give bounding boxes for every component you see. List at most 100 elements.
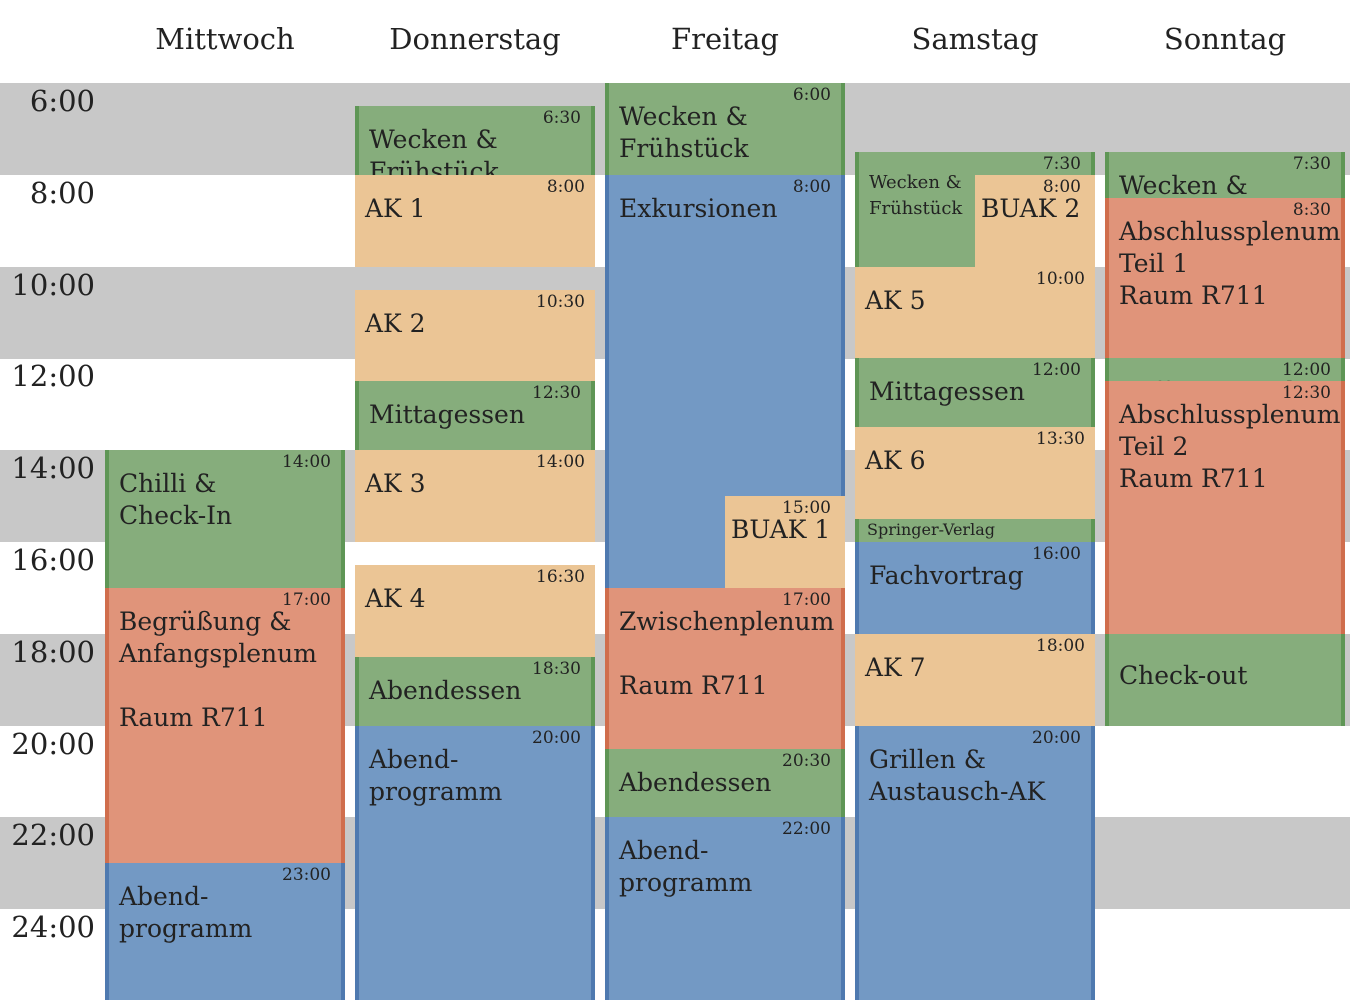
event-label: Wecken & Frühstück: [369, 124, 499, 175]
event-block[interactable]: 16:30 AK 4: [355, 564, 595, 657]
event-label: BUAK 1: [731, 515, 831, 545]
event-block[interactable]: 18:00 AK 7: [855, 633, 1095, 726]
day-header: Samstag: [911, 22, 1039, 56]
event-time: 8:00: [546, 176, 585, 197]
event-label: Exkursionen: [619, 193, 778, 223]
event-block[interactable]: 10:30 AK 2: [355, 289, 595, 382]
event-label: AK 3: [365, 469, 426, 499]
event-block[interactable]: 13:30 AK 6: [855, 427, 1095, 520]
event-block[interactable]: 20:30 Abendessen: [605, 748, 845, 818]
event-time: 8:00: [1042, 176, 1081, 197]
event-time: 16:30: [536, 566, 585, 587]
event-time: 13:30: [1036, 429, 1085, 450]
event-block[interactable]: 6:30 Wecken & Frühstück: [355, 105, 595, 175]
event-time: 8:30: [1292, 199, 1331, 220]
day-header: Freitag: [671, 22, 779, 56]
event-label: Abendessen: [619, 767, 772, 797]
event-block[interactable]: 22:00 Abend- programm: [605, 817, 845, 1000]
day-header: Donnerstag: [389, 22, 561, 56]
event-block[interactable]: 14:00 AK 3: [355, 450, 595, 542]
event-time: 6:00: [792, 85, 831, 105]
event-label: Abschlussplenum Teil 1 Raum R711: [1119, 216, 1341, 310]
event-time: 20:00: [1032, 727, 1081, 748]
event-time: 18:00: [1036, 635, 1085, 656]
time-label: 16:00: [11, 543, 95, 577]
event-label: AK 5: [865, 285, 926, 315]
event-time: 20:00: [532, 727, 581, 748]
time-label: 12:00: [11, 359, 95, 394]
event-block[interactable]: 12:00 Mittagessen: [855, 358, 1095, 428]
event-label: Kaffee & Kuchen: [1119, 376, 1333, 381]
event-time: 12:30: [1282, 383, 1331, 404]
event-block[interactable]: 23:00 Abend- programm: [105, 863, 345, 1000]
time-label: 20:00: [11, 726, 95, 761]
event-label: Wecken & Frühstück: [869, 171, 963, 219]
event-block[interactable]: 16:00 Fachvortrag: [855, 542, 1095, 634]
event-time: 15:00: [782, 498, 831, 519]
event-time: 8:00: [792, 176, 831, 197]
event-time: 22:00: [782, 819, 831, 840]
event-time: 6:30: [542, 107, 581, 128]
time-label: 18:00: [11, 634, 95, 669]
event-label: Mittagessen: [369, 400, 525, 430]
event-time: 7:30: [1042, 153, 1081, 174]
time-label: 14:00: [11, 451, 95, 486]
time-label: 6:00: [29, 84, 95, 118]
event-block[interactable]: 17:00 Zwischenplenum Raum R711: [605, 587, 845, 749]
event-label: Abend- programm: [369, 744, 503, 806]
event-label: BUAK 2: [981, 193, 1081, 223]
event-time: 14:00: [282, 452, 331, 473]
event-block[interactable]: 8:30 Abschlussplenum Teil 1 Raum R711: [1105, 197, 1345, 359]
event-block[interactable]: 17:00 Begrüßung & Anfangsplenum Raum R711: [105, 587, 345, 864]
event-block[interactable]: 20:00 Abend- programm: [355, 725, 595, 1000]
event-label: AK 1: [365, 193, 426, 223]
event-time: 17:00: [782, 589, 831, 610]
event-block[interactable]: 20:00 Grillen & Austausch-AK: [855, 725, 1095, 1000]
event-time: 14:00: [536, 452, 585, 473]
day-header: Mittwoch: [155, 22, 295, 56]
event-label: Fachvortrag: [869, 561, 1024, 590]
event-block[interactable]: 7:30 Wecken & Frühstück: [1105, 151, 1345, 198]
event-label: Abend- programm: [119, 882, 253, 944]
time-label: 24:00: [11, 910, 95, 945]
event-block[interactable]: 12:30 Mittagessen: [355, 381, 595, 451]
event-label: Wecken & Frühstück: [619, 102, 749, 163]
event-time: 12:30: [532, 383, 581, 404]
event-block[interactable]: 12:30 Abschlussplenum Teil 2 Raum R711: [1105, 381, 1345, 634]
event-block[interactable]: Check-out: [1105, 633, 1345, 726]
event-block[interactable]: 8:00 AK 1: [355, 174, 595, 267]
time-label: 22:00: [11, 818, 95, 853]
event-block[interactable]: 6:00 Wecken & Frühstück: [605, 83, 845, 175]
event-time: 20:30: [782, 750, 831, 771]
event-block[interactable]: 14:00 Chilli & Check-In: [105, 450, 345, 588]
event-label: Wecken & Frühstück: [1119, 170, 1248, 198]
event-label: Abschlussplenum Teil 2 Raum R711: [1119, 400, 1341, 494]
event-label: AK 4: [365, 583, 426, 613]
event-label: Check-out: [1119, 660, 1248, 690]
event-block[interactable]: 15:00 BUAK 1: [725, 496, 845, 588]
event-time: 10:00: [1036, 268, 1085, 289]
event-block[interactable]: 12:00Kaffee & Kuchen: [1105, 358, 1345, 382]
event-block[interactable]: 18:30 Abendessen: [355, 656, 595, 726]
event-time: 23:00: [282, 865, 331, 886]
event-label: Abendessen: [369, 675, 522, 705]
event-time: 17:00: [282, 589, 331, 610]
event-time: 10:30: [536, 291, 585, 312]
event-label: AK 7: [865, 652, 926, 682]
event-block[interactable]: 8:00 BUAK 2: [975, 174, 1095, 267]
time-label: 10:00: [11, 267, 95, 302]
event-time: 12:00: [1282, 360, 1331, 381]
event-label: Grillen & Austausch-AK: [869, 744, 1046, 806]
event-time: 7:30: [1292, 153, 1331, 174]
event-label: Begrüßung & Anfangsplenum Raum R711: [119, 606, 317, 732]
event-label: Mittagessen: [869, 377, 1025, 407]
event-label: Zwischenplenum Raum R711: [619, 606, 835, 700]
event-time: 16:00: [1032, 544, 1081, 564]
event-label: Springer-Verlag: [867, 520, 995, 540]
event-time: 12:00: [1032, 360, 1081, 381]
event-label: AK 6: [865, 446, 926, 476]
event-block[interactable]: 10:00 AK 5: [855, 266, 1095, 359]
time-label: 8:00: [29, 175, 95, 210]
event-block[interactable]: Springer-Verlag: [855, 519, 1095, 542]
event-label: Abend- programm: [619, 836, 753, 898]
